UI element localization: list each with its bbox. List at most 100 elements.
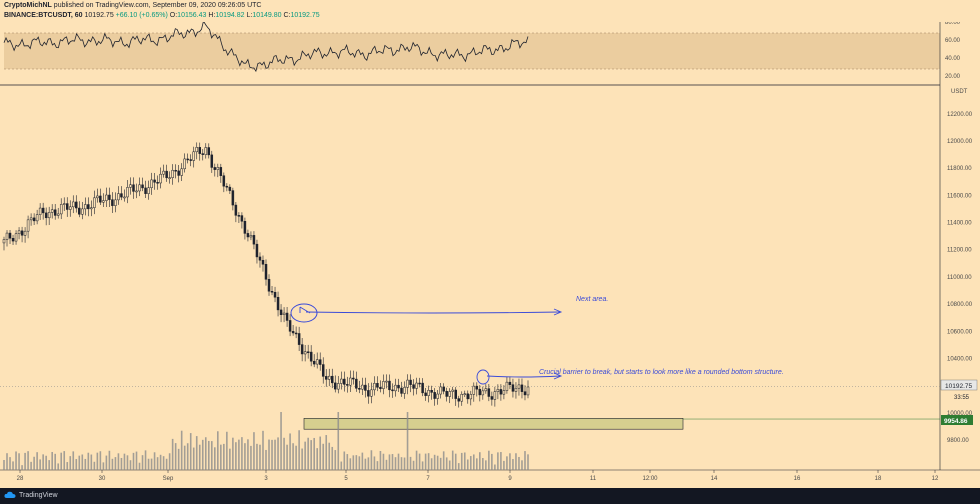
support-zone[interactable] (303, 418, 684, 430)
candle (321, 364, 325, 377)
volume-bar (274, 439, 276, 470)
volume-bar (105, 455, 108, 470)
candle (252, 235, 256, 245)
candle (331, 375, 334, 384)
high-value: 10194.82 (215, 12, 245, 19)
candle (303, 351, 307, 355)
volume-bar (132, 452, 135, 470)
volume-bar (472, 454, 475, 470)
volume-bar (409, 456, 412, 470)
annotation-next-area[interactable]: Next area. (576, 296, 608, 303)
volume-bar (301, 448, 303, 470)
candle (243, 221, 247, 234)
candle (177, 170, 180, 176)
rsi-pane[interactable]: 80.00 60.00 40.00 20.00 (3, 20, 961, 80)
annotation-crucial-barrier[interactable]: Crucial barrier to break, but starts to … (539, 369, 784, 376)
volume-bar (235, 442, 237, 470)
volume-bar (232, 437, 234, 470)
volume-bar (403, 457, 406, 470)
volume-bar (295, 445, 297, 470)
candle (439, 386, 442, 395)
volume-bar (147, 458, 150, 470)
ohlc-line: BINANCE:BTCUSDT, 60 10192.75 +66.10 (+0.… (4, 12, 320, 19)
volume-bar (93, 461, 96, 470)
volume-bar (310, 440, 312, 470)
volume-bar (271, 439, 273, 470)
volume-bar (204, 437, 207, 470)
volume-bar (400, 457, 403, 470)
next-area-arrow[interactable] (299, 306, 561, 314)
time-tick-label: 9 (508, 476, 512, 482)
volume-bar (515, 453, 517, 470)
candle (234, 204, 238, 216)
candle (279, 309, 283, 315)
candle (276, 296, 280, 311)
candle (376, 383, 379, 388)
volume-bar (488, 450, 490, 470)
time-tick-label: 14 (711, 476, 718, 482)
candle (288, 320, 292, 332)
candle (406, 379, 409, 388)
candle (75, 201, 78, 209)
candle (493, 391, 497, 400)
volume-bar (527, 454, 529, 470)
open-label: O: (169, 12, 178, 19)
candle (397, 384, 400, 389)
candle (56, 213, 60, 216)
candle (26, 219, 30, 232)
time-tick-label: 12:00 (642, 476, 658, 482)
price-axis[interactable]: USDT 12200.00 12000.00 11800.00 11600.00 114… (947, 89, 973, 444)
volume-bar (63, 451, 66, 470)
volume-bar (503, 460, 505, 470)
volume-bar (412, 460, 415, 470)
time-axis[interactable]: 28 30 Sep 3 5 7 9 11 12:00 14 16 18 12 (17, 470, 939, 482)
candle (105, 194, 108, 201)
candle (29, 217, 33, 221)
volume-bar (283, 437, 285, 470)
volume-bar (126, 455, 129, 470)
candle (349, 377, 352, 386)
chart-canvas[interactable]: 80.00 60.00 40.00 20.00 Next area. Crucial … (0, 0, 980, 488)
candle (490, 396, 494, 400)
volume-bar (253, 432, 255, 470)
candle (69, 206, 72, 210)
volume-bar (84, 458, 87, 470)
candle (59, 204, 63, 215)
volume-bar (322, 443, 325, 470)
candle (460, 394, 463, 402)
barrier-circle[interactable] (476, 369, 490, 385)
candle (385, 380, 388, 383)
resistance-circle[interactable] (290, 303, 318, 323)
rsi-line (3, 20, 529, 73)
volume-bar (451, 450, 454, 470)
barrier-arrow[interactable] (486, 375, 561, 378)
published-info: published on TradingView.com, September … (53, 2, 262, 9)
volume-bar (114, 457, 117, 470)
volume-bar (500, 452, 502, 470)
time-tick-label: 11 (590, 476, 597, 482)
candle (400, 387, 403, 394)
candle (8, 232, 12, 239)
candle (334, 382, 337, 390)
volume-bar (250, 445, 252, 470)
author-name[interactable]: CryptoMichNL (4, 2, 52, 9)
volume-bar (259, 444, 261, 470)
tradingview-logo[interactable]: TradingView (4, 491, 58, 499)
volume-bar (198, 444, 201, 470)
price-pane[interactable]: Next area. Crucial barrier to break, but… (0, 142, 940, 470)
volume-bar (337, 412, 340, 470)
candle (312, 360, 316, 365)
candle (523, 391, 527, 396)
volume-bar (497, 452, 499, 470)
volume-bar (460, 452, 463, 470)
candle (424, 392, 427, 396)
price-tags: 10192.75 33:55 9954.86 (940, 379, 978, 425)
volume-bar (268, 439, 270, 470)
volume-bar (397, 453, 400, 470)
volume-bar (87, 452, 90, 470)
time-tick-label: 16 (794, 476, 801, 482)
volume-bar (361, 452, 364, 470)
candle (355, 378, 358, 389)
symbol-label[interactable]: BINANCE:BTCUSDT, 60 (4, 12, 83, 19)
candle (478, 388, 482, 396)
